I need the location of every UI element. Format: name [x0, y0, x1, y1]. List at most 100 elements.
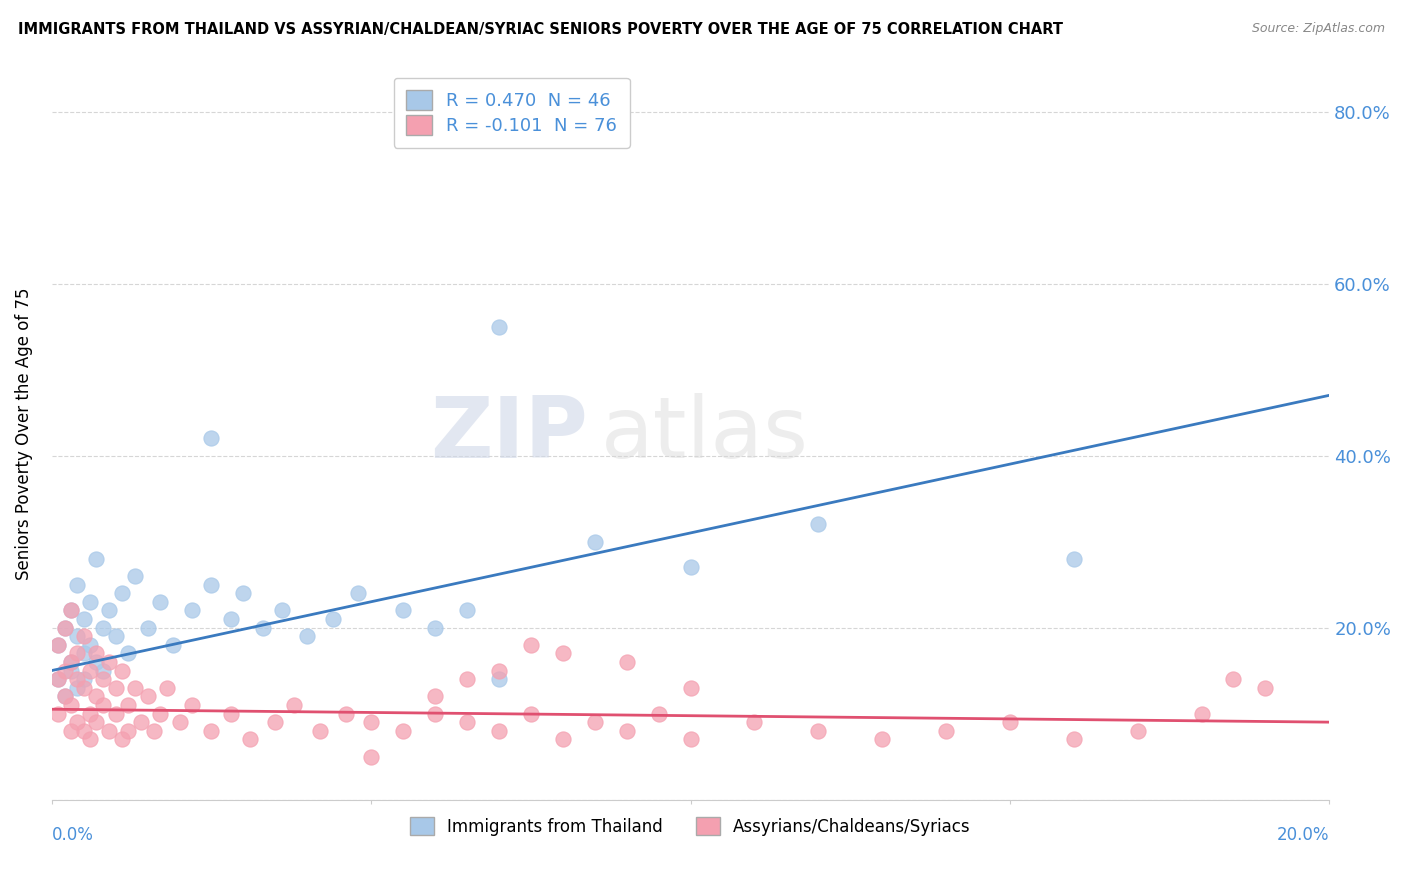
Point: [79, 732, 101, 747]
Text: atlas: atlas: [602, 392, 808, 475]
Point: [456, 603, 478, 617]
Point: [124, 681, 146, 695]
Point: [117, 698, 139, 712]
Point: [111, 586, 134, 600]
Point: [297, 629, 319, 643]
Point: [136, 690, 159, 704]
Point: [616, 655, 638, 669]
Point: [73, 681, 96, 695]
Point: [583, 534, 606, 549]
Point: [91, 672, 114, 686]
Point: [104, 629, 127, 643]
Point: [616, 723, 638, 738]
Point: [181, 698, 204, 712]
Point: [551, 646, 574, 660]
Point: [679, 560, 702, 574]
Point: [647, 706, 669, 721]
Point: [520, 706, 543, 721]
Point: [66, 672, 89, 686]
Point: [456, 672, 478, 686]
Text: 0.0%: 0.0%: [52, 826, 94, 844]
Point: [46, 638, 69, 652]
Point: [169, 715, 191, 730]
Point: [98, 603, 121, 617]
Point: [86, 646, 108, 660]
Point: [1063, 551, 1085, 566]
Point: [807, 517, 830, 532]
Point: [181, 603, 204, 617]
Point: [73, 646, 96, 660]
Point: [104, 706, 127, 721]
Point: [142, 723, 165, 738]
Point: [53, 690, 76, 704]
Point: [583, 715, 606, 730]
Point: [322, 612, 344, 626]
Point: [283, 698, 305, 712]
Point: [79, 595, 101, 609]
Text: 20.0%: 20.0%: [1277, 826, 1329, 844]
Point: [679, 732, 702, 747]
Point: [98, 655, 121, 669]
Point: [679, 681, 702, 695]
Point: [935, 723, 957, 738]
Point: [129, 715, 152, 730]
Point: [79, 706, 101, 721]
Point: [347, 586, 370, 600]
Point: [149, 595, 172, 609]
Point: [73, 629, 96, 643]
Point: [456, 715, 478, 730]
Point: [104, 681, 127, 695]
Point: [200, 431, 222, 445]
Point: [117, 723, 139, 738]
Point: [360, 749, 382, 764]
Point: [66, 646, 89, 660]
Point: [111, 664, 134, 678]
Point: [53, 621, 76, 635]
Point: [53, 690, 76, 704]
Point: [59, 723, 82, 738]
Point: [86, 690, 108, 704]
Point: [1126, 723, 1149, 738]
Point: [46, 672, 69, 686]
Point: [149, 706, 172, 721]
Point: [270, 603, 292, 617]
Point: [1191, 706, 1213, 721]
Point: [335, 706, 357, 721]
Point: [66, 681, 89, 695]
Text: ZIP: ZIP: [430, 392, 588, 475]
Point: [239, 732, 262, 747]
Point: [86, 715, 108, 730]
Point: [488, 319, 510, 334]
Point: [200, 723, 222, 738]
Point: [59, 603, 82, 617]
Point: [200, 577, 222, 591]
Y-axis label: Seniors Poverty Over the Age of 75: Seniors Poverty Over the Age of 75: [15, 288, 32, 581]
Point: [46, 638, 69, 652]
Point: [870, 732, 893, 747]
Text: Source: ZipAtlas.com: Source: ZipAtlas.com: [1251, 22, 1385, 36]
Point: [46, 672, 69, 686]
Point: [111, 732, 134, 747]
Point: [264, 715, 287, 730]
Point: [53, 664, 76, 678]
Point: [59, 655, 82, 669]
Point: [488, 672, 510, 686]
Point: [219, 612, 242, 626]
Point: [423, 621, 446, 635]
Point: [807, 723, 830, 738]
Point: [392, 603, 415, 617]
Point: [66, 715, 89, 730]
Point: [91, 621, 114, 635]
Point: [136, 621, 159, 635]
Point: [86, 655, 108, 669]
Point: [423, 690, 446, 704]
Point: [91, 698, 114, 712]
Point: [59, 698, 82, 712]
Point: [423, 706, 446, 721]
Point: [59, 655, 82, 669]
Point: [98, 723, 121, 738]
Point: [744, 715, 766, 730]
Point: [91, 664, 114, 678]
Point: [66, 577, 89, 591]
Text: IMMIGRANTS FROM THAILAND VS ASSYRIAN/CHALDEAN/SYRIAC SENIORS POVERTY OVER THE AG: IMMIGRANTS FROM THAILAND VS ASSYRIAN/CHA…: [18, 22, 1063, 37]
